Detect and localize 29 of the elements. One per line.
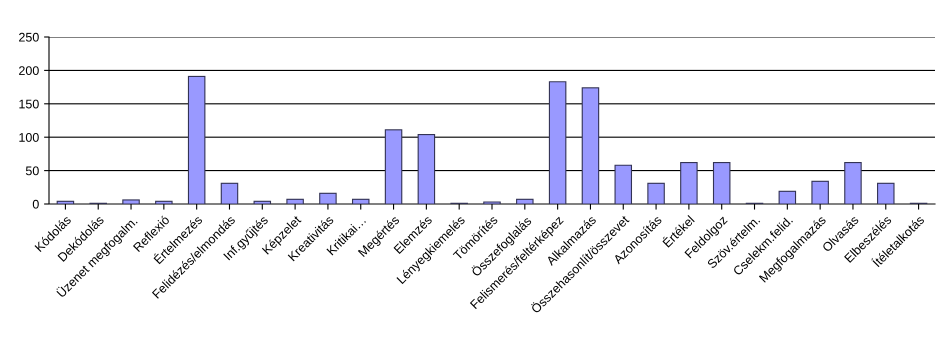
bar: [220, 182, 238, 204]
y-tick-label: 200: [19, 66, 39, 76]
bar: [778, 190, 796, 204]
bar: [384, 129, 402, 204]
bar: [319, 192, 337, 204]
y-tick-label: 250: [19, 32, 39, 42]
bar: [844, 162, 862, 204]
bar: [254, 200, 272, 204]
bar: [155, 200, 173, 204]
bar: [188, 76, 206, 204]
y-tick-label: 100: [19, 133, 39, 142]
y-tick-label: 0: [32, 200, 39, 209]
bar: [418, 134, 436, 204]
bar: [516, 198, 534, 204]
bar: [680, 162, 698, 204]
y-tick-label: 150: [19, 100, 39, 108]
bar: [877, 182, 895, 204]
bar: [647, 182, 665, 204]
bar: [712, 162, 730, 204]
bar: [286, 198, 304, 204]
y-tick-label: 50: [26, 166, 39, 176]
bar: [483, 201, 501, 204]
bar: [548, 81, 566, 204]
bar: [352, 198, 370, 204]
bar: [614, 164, 632, 204]
bar: [582, 87, 600, 204]
bar: [56, 200, 74, 204]
bar: [122, 199, 140, 204]
bar: [811, 180, 829, 204]
